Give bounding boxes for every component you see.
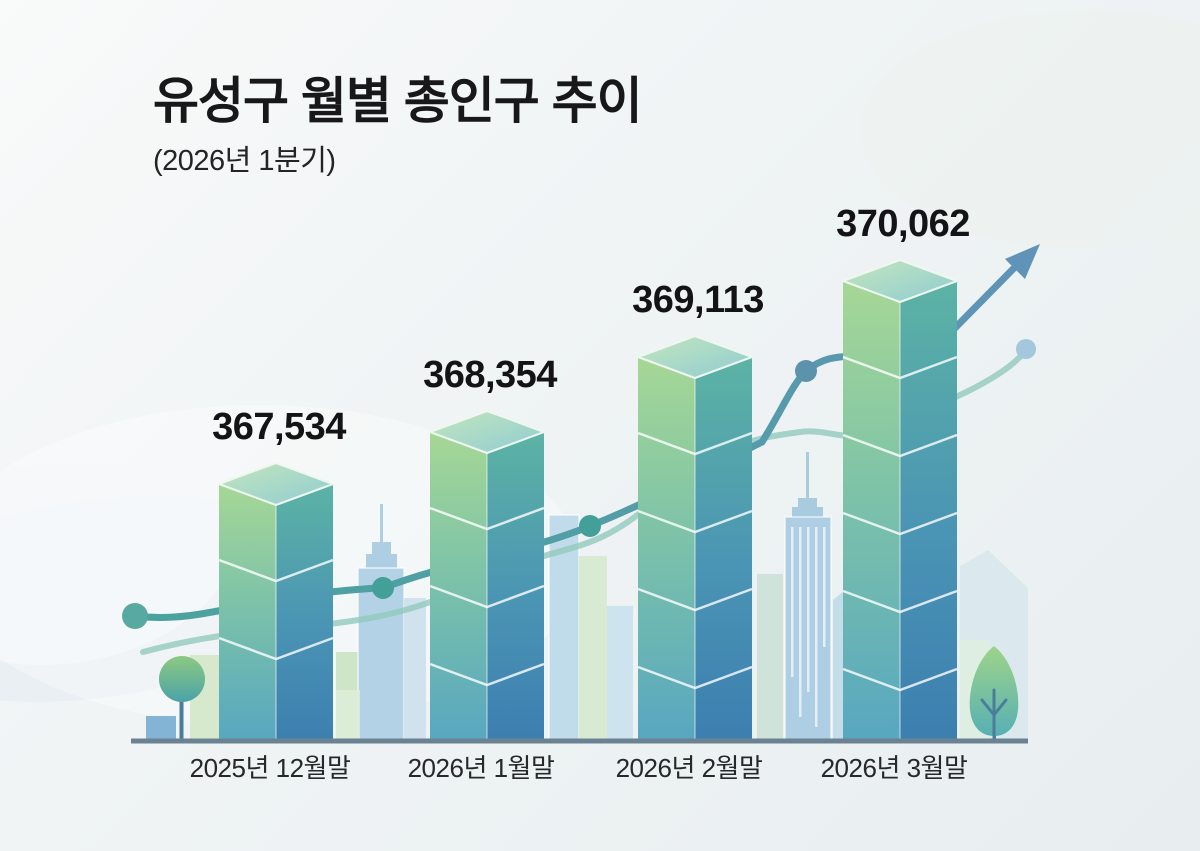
bar-column — [218, 462, 334, 741]
bar-column — [842, 259, 958, 741]
bar-segment-divider — [637, 665, 753, 690]
bar-left-face — [219, 484, 276, 741]
up-right-arrow-icon — [1005, 244, 1040, 279]
x-axis-label: 2025년 12월말 — [189, 753, 351, 783]
bar-value-label: 368,354 — [423, 354, 557, 396]
building-icon — [146, 716, 176, 741]
data-point-dot-icon — [372, 577, 394, 599]
x-axis-label: 2026년 3월말 — [820, 753, 968, 783]
bar-segment-divider — [842, 667, 958, 692]
data-point-dot-icon — [795, 360, 817, 382]
bar-segment-divider — [218, 636, 334, 661]
bars-layer — [218, 259, 958, 741]
bar-segment-divider — [637, 431, 753, 456]
line-end-dot-icon — [1016, 339, 1036, 359]
bar-left-face — [843, 281, 900, 741]
bar-value-label: 367,534 — [212, 406, 346, 448]
data-point-dot-icon — [579, 515, 601, 537]
bar-right-face — [487, 432, 544, 741]
x-axis-label: 2026년 2월말 — [615, 753, 763, 783]
bar-segment-divider — [842, 433, 958, 458]
right-tree-icon — [969, 646, 1019, 741]
bar-value-label: 369,113 — [632, 279, 764, 321]
bar-top-face — [218, 462, 334, 506]
bar-segment-divider — [637, 509, 753, 534]
page-title: 유성구 월별 총인구 추이 — [153, 73, 643, 129]
skyscraper-icon — [336, 504, 426, 742]
bar-column — [429, 410, 545, 741]
bar-top-face — [842, 259, 958, 303]
bar-segment-divider — [637, 587, 753, 612]
bar-right-face — [900, 281, 957, 741]
chart-subtitle: (2026년 1분기) — [153, 145, 336, 177]
chart-header: 유성구 월별 총인구 추이 (2026년 1분기) — [153, 73, 643, 179]
bar-left-face — [638, 357, 695, 741]
bar-top-face — [429, 410, 545, 454]
bar-segment-divider — [429, 662, 545, 687]
x-axis-label: 2026년 1월말 — [407, 753, 555, 783]
bar-right-face — [276, 484, 333, 741]
bar-segment-divider — [842, 355, 958, 380]
bar-segment-divider — [842, 511, 958, 536]
data-point-dot-icon — [122, 603, 148, 629]
bar-segment-divider — [429, 506, 545, 531]
bar-column — [637, 335, 753, 741]
bar-value-label: 370,062 — [836, 203, 970, 245]
bar-right-face — [695, 357, 752, 741]
bar-top-face — [637, 335, 753, 379]
bar-segment-divider — [842, 589, 958, 614]
bar-left-face — [430, 432, 487, 741]
empire-building-icon — [757, 452, 847, 742]
bar-segment-divider — [429, 584, 545, 609]
bar-segment-divider — [218, 558, 334, 583]
left-tree-icon — [159, 656, 205, 741]
